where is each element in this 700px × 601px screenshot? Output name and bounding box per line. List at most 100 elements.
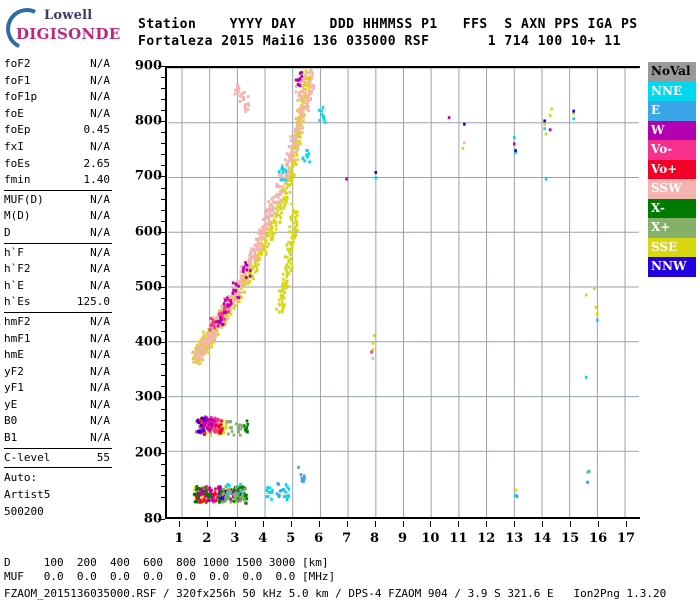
param-group-divider (4, 447, 112, 449)
param-key: hmF2 (4, 314, 31, 328)
param-value: 1.40 (83, 173, 111, 187)
y-axis-major-tick (158, 519, 165, 520)
x-axis-label: 14 (533, 531, 552, 546)
param-value: N/A (90, 314, 110, 328)
param-row-hme: hmE N/A (2, 347, 114, 364)
x-axis-label: 4 (258, 531, 268, 546)
x-axis-label: 7 (342, 531, 352, 546)
y-axis-minor-tick (161, 353, 165, 355)
legend-item-x[interactable]: X- (648, 198, 696, 218)
legend-item-vo[interactable]: Vo+ (648, 159, 696, 179)
legend-item-nne[interactable]: NNE (648, 81, 696, 101)
param-value: N/A (90, 414, 110, 428)
y-axis-major-tick (158, 66, 165, 67)
param-key: h`F2 (4, 262, 31, 276)
x-axis-tick (262, 521, 264, 527)
param-value: 55 (96, 450, 110, 464)
footer-muf-line: MUF 0.0 0.0 0.0 0.0 0.0 0.0 0.0 0.0 [MHz… (4, 570, 336, 583)
param-row-foes: foEs 2.65 (2, 156, 114, 173)
y-axis-minor-tick (161, 209, 165, 211)
y-axis-minor-tick (161, 463, 165, 465)
legend-item-x[interactable]: X+ (648, 218, 696, 238)
param-value: 2.65 (83, 156, 111, 170)
param-key: D (4, 225, 11, 239)
y-axis-minor-tick (161, 419, 165, 421)
y-axis-minor-tick (161, 253, 165, 255)
y-axis-minor-tick (161, 132, 165, 134)
param-key: B1 (4, 431, 18, 445)
param-row-fof2: foF2 N/A (2, 56, 114, 73)
y-axis-minor-tick (161, 77, 165, 79)
station-header: Station YYYY DAY DDD HHMMSS P1 FFS S AXN… (138, 16, 638, 50)
y-axis-minor-tick (161, 264, 165, 266)
param-key: fmin (4, 173, 31, 187)
x-axis-label: 2 (202, 531, 212, 546)
footer-file-line: FZAOM_2015136035000.RSF / 320fx256h 50 k… (4, 587, 667, 600)
y-axis-label: 600 (134, 224, 162, 240)
x-axis-tick (542, 521, 544, 527)
param-row-clevel: C-level 55 (2, 450, 114, 467)
param-row-mufd: MUF(D) N/A (2, 192, 114, 209)
param-row-foe: foE N/A (2, 106, 114, 123)
param-value: N/A (90, 381, 110, 395)
legend-item-nnw[interactable]: NNW (648, 257, 696, 277)
param-key: fxI (4, 139, 24, 153)
x-axis-tick (570, 521, 572, 527)
param-row-fof1p: foF1p N/A (2, 89, 114, 106)
y-axis-label: 80 (143, 511, 162, 527)
y-axis-minor-tick (161, 198, 165, 200)
legend-item-e[interactable]: E (648, 101, 696, 121)
x-axis-label: 15 (561, 531, 580, 546)
doppler-direction-legend: NoVal NNE E W Vo- Vo+ SSW X- X+ SSE NNW (648, 62, 696, 277)
param-value: N/A (90, 364, 110, 378)
param-key: yF2 (4, 364, 24, 378)
ionogram-data-points (191, 68, 599, 505)
y-axis-minor-tick (161, 430, 165, 432)
x-axis-tick (514, 521, 516, 527)
legend-item-sse[interactable]: SSE (648, 237, 696, 257)
y-axis-major-tick (158, 121, 165, 123)
param-key: foE (4, 106, 24, 120)
x-axis-tick (486, 521, 488, 527)
y-axis-minor-tick (161, 485, 165, 487)
y-axis-minor-tick (161, 309, 165, 311)
y-axis-major-tick (158, 452, 165, 454)
y-axis-major-tick (158, 397, 165, 399)
param-row-ye: yE N/A (2, 397, 114, 414)
logo-digisonde-text: DIGISONDE (16, 25, 121, 43)
y-axis-minor-tick (161, 386, 165, 388)
param-key: MUF(D) (4, 192, 44, 206)
legend-item-ssw[interactable]: SSW (648, 179, 696, 199)
param-key: h`Es (4, 295, 31, 309)
x-axis-label: 17 (616, 531, 636, 546)
param-value: N/A (90, 73, 110, 87)
y-axis-minor-tick (161, 441, 165, 443)
footer-d-line: D 100 200 400 600 800 1000 1500 3000 [km… (4, 556, 329, 569)
y-axis-minor-tick (161, 275, 165, 277)
y-axis-minor-tick (161, 165, 165, 167)
param-row-fmin: fmin 1.40 (2, 172, 114, 189)
legend-item-w[interactable]: W (648, 120, 696, 140)
legend-item-vo[interactable]: Vo- (648, 140, 696, 160)
x-axis-label: 11 (449, 531, 468, 546)
ionogram-plot[interactable] (165, 66, 640, 519)
param-value: N/A (90, 278, 110, 292)
param-value: N/A (90, 431, 110, 445)
y-axis-minor-tick (161, 242, 165, 244)
param-value: N/A (90, 225, 110, 239)
param-row-b1: B1 N/A (2, 430, 114, 447)
param-row-hf: h`F N/A (2, 245, 114, 262)
legend-item-noval[interactable]: NoVal (648, 62, 696, 82)
param-row-b0: B0 N/A (2, 413, 114, 430)
param-value: N/A (90, 262, 110, 276)
y-axis-minor-tick (161, 474, 165, 476)
param-key: foF2 (4, 57, 31, 70)
param-key: foEp (4, 123, 31, 137)
param-key: foF1 (4, 73, 31, 87)
x-axis-label: 1 (174, 531, 184, 546)
y-axis-ticks (158, 66, 165, 520)
param-row-fof1: foF1 N/A (2, 73, 114, 90)
auto-program: Artist5 (4, 488, 51, 502)
param-key: yE (4, 397, 18, 411)
y-axis-minor-tick (161, 143, 165, 145)
